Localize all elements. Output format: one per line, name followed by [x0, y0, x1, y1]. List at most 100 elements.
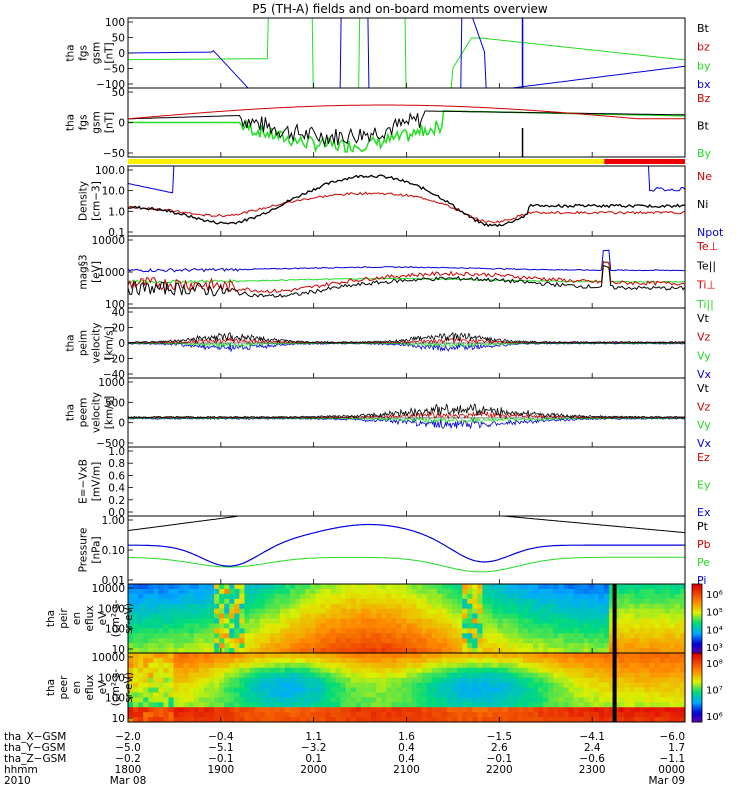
- spectrogram-cell: [619, 697, 625, 703]
- spectrogram-cell: [224, 692, 230, 698]
- spectrogram-cell: [679, 692, 685, 698]
- spectrogram-cell: [664, 613, 671, 620]
- spectrogram-cell: [300, 687, 306, 694]
- spectrogram-cell: [254, 633, 261, 639]
- spectrogram-cell: [472, 598, 478, 605]
- spectrogram-cell: [209, 593, 215, 600]
- spectrogram-cell: [659, 623, 666, 629]
- spectrogram-cell: [325, 672, 332, 679]
- spectrogram-cell: [563, 618, 570, 625]
- spectrogram-cell: [441, 618, 448, 625]
- spectrogram-cell: [609, 682, 615, 689]
- y-tick-label: 0.2: [108, 495, 125, 507]
- spectrogram-cell: [320, 692, 327, 698]
- spectrogram-cell: [239, 584, 246, 590]
- spectrogram-cell: [588, 677, 595, 684]
- spectrogram-cell: [568, 588, 575, 595]
- spectrogram-cell: [381, 593, 387, 600]
- spectrogram-cell: [133, 633, 139, 639]
- spectrogram-cell: [365, 662, 372, 669]
- spectrogram-cell: [376, 707, 382, 713]
- spectrogram-cell: [168, 618, 175, 625]
- spectrogram-cell: [431, 717, 438, 722]
- spectrogram-cell: [639, 707, 646, 713]
- spectrogram-cell: [401, 613, 408, 620]
- spectrogram-cell: [310, 707, 316, 713]
- y-tick-label: 0.8: [108, 458, 125, 470]
- spectrogram-cell: [138, 608, 144, 615]
- spectrogram-cell: [193, 692, 200, 698]
- spectrogram-cell: [214, 667, 220, 674]
- spectrogram-cell: [396, 692, 403, 698]
- spectrogram-cell: [259, 633, 266, 639]
- spectrogram-cell: [573, 682, 580, 689]
- y-axis-label: [mV/m]: [91, 462, 103, 501]
- spectrogram-cell: [603, 712, 610, 718]
- spectrogram-cell: [295, 584, 301, 590]
- spectrogram-cell: [457, 603, 463, 610]
- spectrogram-cell: [193, 677, 200, 684]
- spectrogram-cell: [649, 707, 656, 713]
- spectrogram-cell: [279, 613, 286, 620]
- spectrogram-cell: [188, 603, 195, 610]
- spectrogram-cell: [224, 677, 230, 684]
- spectrogram-cell: [639, 584, 646, 590]
- spectrogram-cell: [629, 662, 635, 669]
- spectrogram-cell: [629, 608, 635, 615]
- spectrogram-cell: [330, 707, 337, 713]
- spectrogram-cell: [219, 593, 225, 600]
- spectrogram-cell: [330, 613, 337, 620]
- spectrogram-cell: [543, 628, 549, 634]
- spectrogram-cell: [533, 643, 539, 649]
- spectrogram-cell: [659, 643, 666, 649]
- spectrogram-cell: [487, 613, 494, 620]
- spectrogram-cell: [431, 667, 438, 674]
- spectrogram-cell: [492, 648, 499, 653]
- spectrogram-cell: [249, 667, 256, 674]
- spectrogram-cell: [355, 648, 362, 653]
- spectrogram-cell: [269, 692, 276, 698]
- spectrogram-cell: [629, 677, 635, 684]
- spectrogram-cell: [234, 618, 240, 625]
- spectrogram-cell: [274, 677, 281, 684]
- spectrogram-cell: [300, 667, 306, 674]
- spectrogram-cell: [659, 618, 666, 625]
- spectrogram-cell: [659, 633, 666, 639]
- spectrogram-cell: [543, 633, 549, 639]
- spectrogram-cell: [528, 643, 534, 649]
- spectrogram-cell: [163, 613, 170, 620]
- spectrogram-cell: [193, 608, 200, 615]
- spectrogram-cell: [183, 618, 190, 625]
- spectrogram-cell: [396, 593, 403, 600]
- spectrogram-cell: [609, 667, 615, 674]
- spectrogram-cell: [654, 697, 661, 703]
- spectrogram-cell: [391, 707, 397, 713]
- y-axis-label: (cm²-s-: [110, 669, 122, 707]
- spectrogram-cell: [188, 618, 195, 625]
- spectrogram-cell: [411, 593, 418, 600]
- spectrogram-cell: [482, 588, 489, 595]
- spectrogram-cell: [183, 593, 190, 600]
- spectrogram-cell: [477, 653, 484, 659]
- spectrogram-cell: [173, 623, 180, 629]
- spectrogram-cell: [128, 682, 134, 689]
- spectrogram-cell: [365, 648, 372, 653]
- spectrogram-cell: [669, 633, 676, 639]
- spectrogram-cell: [203, 603, 210, 610]
- colorbar-tick: 10⁶: [706, 590, 723, 601]
- y-axis-label: velocity: [91, 392, 103, 433]
- spectrogram-cell: [239, 608, 246, 615]
- y-tick-label: 10000: [92, 652, 125, 664]
- spectrogram-cell: [360, 717, 367, 722]
- spectrogram-cell: [219, 657, 225, 664]
- spectrogram-cell: [578, 687, 585, 694]
- spectrogram-cell: [219, 584, 225, 590]
- spectrogram-cell: [350, 717, 357, 722]
- spectrogram-cell: [568, 707, 575, 713]
- spectrogram-cell: [472, 687, 478, 694]
- spectrogram-cell: [644, 608, 651, 615]
- spectrogram-cell: [168, 623, 175, 629]
- spectrogram-cell: [609, 613, 615, 620]
- spectrogram-cell: [477, 608, 484, 615]
- spectrogram-cell: [224, 633, 230, 639]
